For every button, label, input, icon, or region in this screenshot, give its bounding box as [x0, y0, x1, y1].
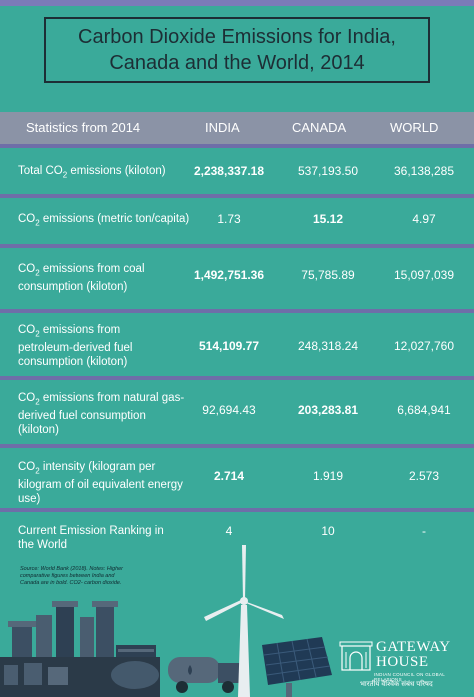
table-row: Total CO2 emissions (kiloton) 2,238,337.… [0, 148, 474, 194]
row-separator [0, 194, 474, 198]
table-row: CO2 intensity (kilogram per kilogram of … [0, 448, 474, 508]
world-value: - [422, 524, 426, 538]
india-value: 92,694.43 [202, 403, 256, 417]
canada-value: 10 [321, 524, 335, 538]
logo-subtitle: INDIAN COUNCIL ON GLOBAL RELATIONS [374, 672, 445, 682]
world-value: 12,027,760 [393, 339, 455, 353]
row-label: CO2 emissions from natural gas-derived f… [18, 392, 185, 437]
row-label: CO2 emissions from petroleum-derived fue… [18, 324, 133, 369]
header-india: INDIA [205, 120, 240, 135]
gateway-arch-icon [339, 641, 373, 671]
world-value: 15,097,039 [393, 268, 455, 282]
table-row: Current Emission Ranking in the World 4 … [0, 512, 474, 552]
row-label: CO2 intensity (kilogram per kilogram of … [18, 461, 183, 506]
header-world: WORLD [390, 120, 439, 135]
industrial-illustration [0, 545, 332, 697]
world-value: 2.573 [408, 469, 440, 483]
india-value: 514,109.77 [198, 339, 260, 353]
header-canada: CANADA [292, 120, 347, 135]
logo-hindi: भारतीय वैश्विक संबंध परिषद [360, 681, 433, 688]
source-note: Source: World Bank (2018). Notes: Higher… [20, 566, 124, 586]
canada-value: 203,283.81 [297, 403, 359, 417]
top-stripe [0, 0, 474, 6]
row-label: CO2 emissions (metric ton/capita) [18, 213, 190, 228]
title-box: Carbon Dioxide Emissions for India, Cana… [44, 17, 430, 83]
row-separator [0, 508, 474, 512]
table-row: CO2 emissions (metric ton/capita) 1.73 1… [0, 198, 474, 244]
india-value: 4 [225, 524, 233, 538]
row-separator [0, 444, 474, 448]
wind-turbine-icon [204, 545, 284, 697]
table-row: CO2 emissions from natural gas-derived f… [0, 380, 474, 444]
canada-value: 537,193.50 [297, 164, 359, 178]
tanker-truck-icon [168, 657, 240, 693]
world-value: 36,138,285 [393, 164, 455, 178]
row-label: Current Emission Ranking in the World [18, 525, 164, 551]
solar-panel-icon [262, 637, 332, 697]
india-value: 1,492,751.36 [193, 268, 265, 282]
india-value: 1.73 [217, 212, 241, 226]
row-separator [0, 244, 474, 248]
table-row: CO2 emissions from coal consumption (kil… [0, 248, 474, 309]
canada-value: 1.919 [312, 469, 344, 483]
row-label: Total CO2 emissions (kiloton) [18, 165, 166, 180]
table-header: Statistics from 2014 INDIA CANADA WORLD [0, 112, 474, 144]
logo-wordmark: GATEWAY HOUSE [376, 639, 451, 670]
india-value: 2,238,337.18 [193, 164, 265, 178]
canada-value: 75,785.89 [301, 268, 355, 282]
canada-value: 248,318.24 [297, 339, 359, 353]
canada-value: 15.12 [312, 212, 344, 226]
table-row: CO2 emissions from petroleum-derived fue… [0, 313, 474, 376]
india-value: 2.714 [213, 469, 245, 483]
world-value: 4.97 [412, 212, 436, 226]
row-separator [0, 309, 474, 313]
header-statistics: Statistics from 2014 [26, 120, 141, 135]
factory-icon [0, 601, 160, 697]
row-separator [0, 144, 474, 148]
world-value: 6,684,941 [397, 403, 451, 417]
page-title: Carbon Dioxide Emissions for India, Cana… [78, 26, 396, 74]
row-label: CO2 emissions from coal consumption (kil… [18, 263, 145, 294]
gateway-house-logo: GATEWAY HOUSE INDIAN COUNCIL ON GLOBAL R… [336, 640, 466, 690]
row-separator [0, 376, 474, 380]
